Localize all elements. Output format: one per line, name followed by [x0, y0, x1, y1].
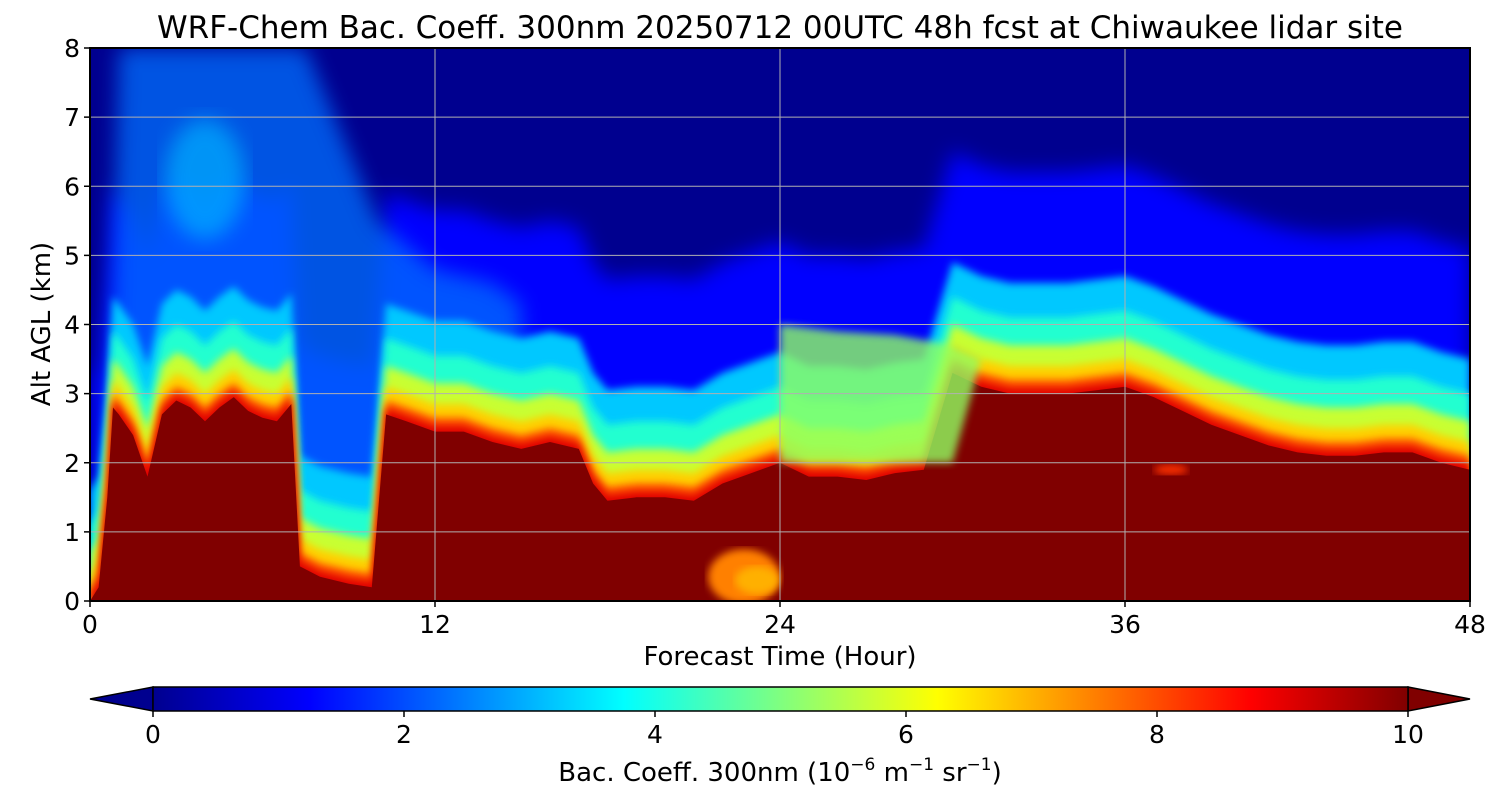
- x-tick-label: 0: [82, 610, 98, 639]
- colorbar-label-part: ): [992, 758, 1002, 788]
- colorbar-label-part: sr: [934, 758, 967, 788]
- colorbar-label: Bac. Coeff. 300nm (10−6 m−1 sr−1): [558, 755, 1001, 788]
- colorbar-tick-label: 10: [1392, 720, 1424, 749]
- colorbar: 0 2 4 6 8 10 Bac. Coeff. 300nm (10−6 m−1 sr−1…: [89, 686, 1471, 788]
- y-tick-label: 6: [64, 172, 80, 201]
- feature-weaker-pocket-core: [735, 566, 779, 595]
- y-axis-ticks: 0 1 2 3 4 5 6 7 8: [64, 34, 90, 616]
- colorbar-label-superscript: −6: [850, 755, 875, 775]
- y-tick-label: 1: [64, 518, 80, 547]
- colorbar-high-extend: [1407, 686, 1471, 712]
- field-plume-core: [165, 119, 245, 240]
- y-tick-label: 4: [64, 311, 80, 340]
- colorbar-label-superscript: −1: [909, 755, 934, 775]
- colorbar-label-part: Bac. Coeff. 300nm (10: [558, 758, 850, 788]
- chart-title: WRF-Chem Bac. Coeff. 300nm 20250712 00UT…: [157, 10, 1403, 46]
- colorbar-ticks: 0 2 4 6 8 10: [145, 711, 1424, 749]
- y-tick-label: 2: [64, 449, 80, 478]
- feature-small-patch: [1153, 464, 1189, 475]
- x-tick-label: 24: [764, 610, 796, 639]
- y-tick-label: 3: [64, 380, 80, 409]
- colorbar-gradient: [152, 686, 1409, 712]
- y-tick-label: 0: [64, 587, 80, 616]
- colorbar-low-extend: [89, 686, 154, 712]
- x-tick-label: 48: [1454, 610, 1486, 639]
- colorbar-label-part: m: [875, 758, 909, 788]
- plot-area: [89, 47, 1471, 602]
- x-axis-ticks: 0 12 24 36 48: [82, 601, 1486, 639]
- y-tick-label: 8: [64, 34, 80, 63]
- colorbar-tick-label: 6: [898, 720, 914, 749]
- colorbar-tick-label: 4: [647, 720, 663, 749]
- colorbar-label-superscript: −1: [967, 755, 992, 775]
- x-axis-label: Forecast Time (Hour): [643, 642, 916, 672]
- y-tick-label: 5: [64, 241, 80, 270]
- y-axis-label: Alt AGL (km): [27, 242, 57, 406]
- colorbar-tick-label: 0: [145, 720, 161, 749]
- y-tick-label: 7: [64, 103, 80, 132]
- x-tick-label: 36: [1109, 610, 1141, 639]
- x-tick-label: 12: [419, 610, 451, 639]
- colorbar-tick-label: 2: [396, 720, 412, 749]
- colorbar-tick-label: 8: [1149, 720, 1165, 749]
